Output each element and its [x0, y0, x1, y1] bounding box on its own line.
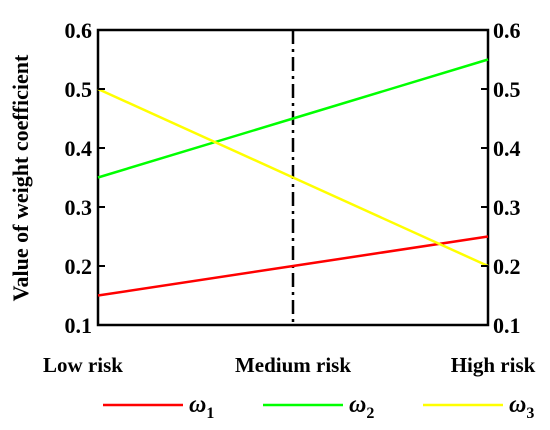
legend-subscript: 3 [526, 405, 534, 422]
y-tick-label-right: 0.3 [493, 195, 521, 220]
y-tick-label-right: 0.5 [493, 77, 521, 102]
series-line-1 [97, 235, 489, 297]
y-tick-label-left: 0.3 [65, 195, 93, 220]
x-category-label: High risk [451, 353, 536, 377]
y-axis-label: Value of weight coefficient [8, 54, 33, 301]
plot-area [96, 28, 490, 327]
legend-label-3: ω3 [509, 392, 534, 422]
legend-symbol: ω [349, 392, 366, 418]
y-tick-label-left: 0.6 [65, 18, 93, 43]
legend-symbol: ω [189, 392, 206, 418]
legend-label-1: ω1 [189, 392, 214, 422]
series-line-2 [97, 58, 489, 179]
legend-subscript: 2 [366, 405, 374, 422]
y-axis-left: 0.1 0.2 0.3 0.4 0.5 0.6 [65, 18, 105, 338]
legend-subscript: 1 [206, 405, 214, 422]
y-tick-label-right: 0.4 [493, 136, 521, 161]
y-tick-label-right: 0.2 [493, 254, 521, 279]
legend: ω1 ω2 ω3 [103, 392, 534, 422]
y-tick-label-left: 0.5 [65, 77, 93, 102]
series-line-3 [97, 87, 489, 268]
y-tick-label-left: 0.4 [65, 136, 93, 161]
legend-symbol: ω [509, 392, 526, 418]
legend-label-2: ω2 [349, 392, 374, 422]
y-axis-right: 0.1 0.2 0.3 0.4 0.5 0.6 [481, 18, 521, 338]
x-axis: Low risk Medium risk High risk [43, 353, 536, 377]
y-tick-label-left: 0.1 [65, 313, 93, 338]
x-category-label: Medium risk [235, 353, 351, 377]
y-tick-label-right: 0.1 [493, 313, 521, 338]
y-tick-label-left: 0.2 [65, 254, 93, 279]
y-tick-label-right: 0.6 [493, 18, 521, 43]
x-category-label: Low risk [43, 353, 123, 377]
series-layer [97, 58, 489, 297]
